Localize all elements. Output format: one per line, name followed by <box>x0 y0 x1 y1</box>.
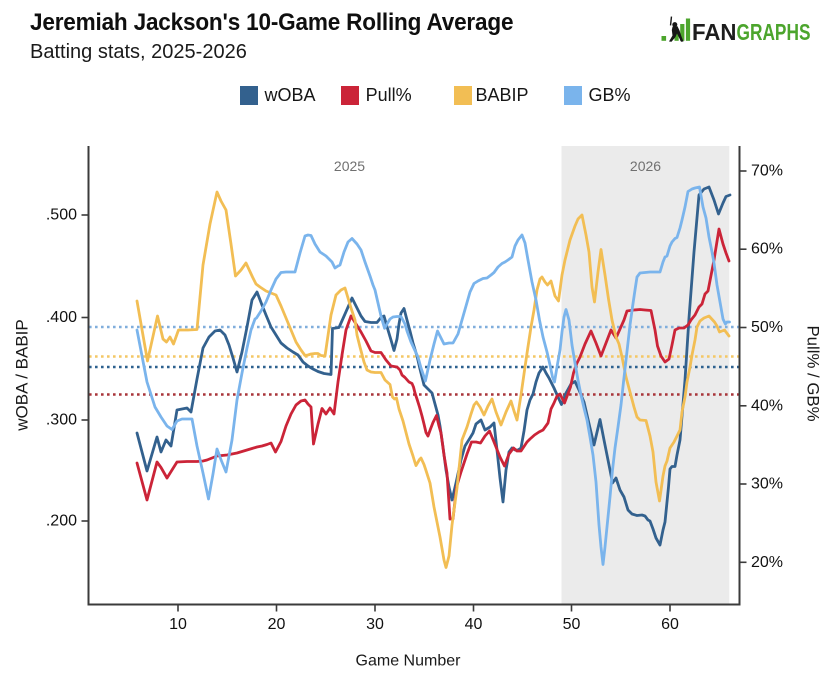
svg-text:30: 30 <box>366 616 384 633</box>
svg-text:.200: .200 <box>46 513 77 530</box>
svg-text:.300: .300 <box>46 412 77 429</box>
svg-text:wOBA / BABIP: wOBA / BABIP <box>13 319 32 432</box>
svg-text:20%: 20% <box>751 554 783 571</box>
svg-text:40%: 40% <box>751 397 783 414</box>
svg-text:10: 10 <box>169 616 187 633</box>
svg-text:30%: 30% <box>751 476 783 493</box>
svg-text:Game Number: Game Number <box>356 653 462 670</box>
svg-text:20: 20 <box>268 616 286 633</box>
svg-text:.500: .500 <box>46 207 77 224</box>
svg-text:.400: .400 <box>46 309 77 326</box>
svg-text:2025: 2025 <box>334 158 365 174</box>
svg-text:70%: 70% <box>751 163 783 180</box>
svg-text:FAN: FAN <box>692 19 737 45</box>
svg-text:50%: 50% <box>751 319 783 336</box>
svg-text:50: 50 <box>563 616 581 633</box>
svg-text:Pull% / GB%: Pull% / GB% <box>804 325 823 421</box>
svg-text:60: 60 <box>661 616 679 633</box>
svg-text:60%: 60% <box>751 241 783 258</box>
svg-text:GRAPHS: GRAPHS <box>737 19 811 45</box>
svg-text:40: 40 <box>465 616 483 633</box>
svg-text:2026: 2026 <box>630 158 661 174</box>
